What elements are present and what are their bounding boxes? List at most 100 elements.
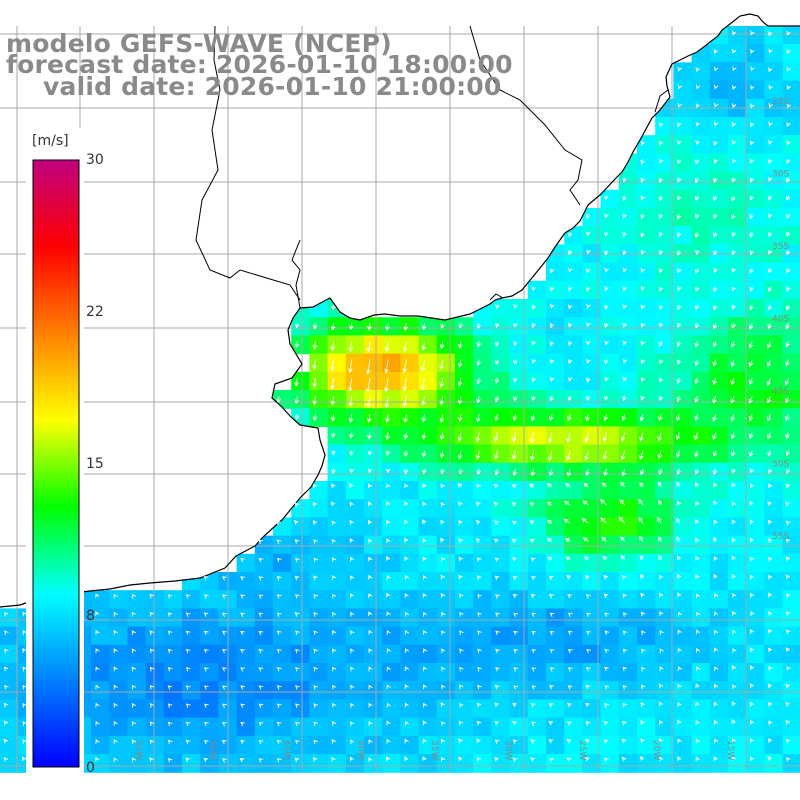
- wind-arrow: [423, 648, 428, 654]
- field-cell: [436, 699, 456, 719]
- wind-arrow: [149, 739, 155, 745]
- field-cell: [673, 390, 693, 409]
- wind-arrow: [622, 213, 627, 219]
- wind-arrow: [95, 648, 100, 654]
- wind-arrow: [640, 377, 646, 383]
- field-cell: [728, 335, 747, 355]
- field-cell: [473, 553, 492, 573]
- field-cell: [782, 390, 800, 409]
- wind-arrow: [582, 500, 589, 506]
- field-cell: [746, 153, 765, 173]
- wind-arrow: [766, 395, 772, 404]
- field-cell: [709, 189, 729, 209]
- field-cell: [746, 590, 765, 609]
- field-cell: [327, 426, 347, 446]
- field-cell: [600, 663, 620, 682]
- field-cell: [236, 754, 256, 773]
- wind-arrow: [531, 323, 536, 329]
- wind-arrow: [785, 611, 791, 616]
- wind-arrow: [494, 395, 500, 403]
- field-cell: [564, 699, 583, 719]
- longitude-label: 40W: [355, 740, 365, 760]
- field-cell: [637, 517, 656, 537]
- field-cell: [637, 717, 656, 737]
- field-cell: [163, 754, 183, 773]
- field-cell: [637, 208, 656, 227]
- wind-arrow: [567, 649, 573, 654]
- field-cell: [728, 535, 747, 555]
- field-cell: [254, 572, 274, 591]
- wind-arrow: [676, 268, 682, 274]
- wind-arrow: [531, 721, 536, 726]
- field-cell: [691, 353, 711, 373]
- field-cell: [236, 699, 256, 719]
- field-cell: [309, 608, 329, 628]
- wind-arrow: [312, 395, 317, 406]
- field-cell: [782, 663, 800, 682]
- wind-arrow: [385, 468, 391, 474]
- field-cell: [91, 735, 110, 755]
- field-cell: [728, 553, 747, 573]
- field-cell: [436, 353, 456, 373]
- field-cell: [673, 135, 693, 154]
- wind-arrow: [185, 721, 191, 727]
- wind-arrow: [331, 666, 337, 672]
- field-cell: [109, 735, 128, 755]
- field-cell: [728, 499, 747, 518]
- field-cell: [709, 171, 729, 191]
- wind-arrow: [565, 483, 571, 488]
- field-cell: [709, 590, 729, 609]
- field-cell: [455, 499, 474, 518]
- wind-arrow: [713, 719, 718, 725]
- wind-arrow: [531, 685, 537, 690]
- wind-arrow: [149, 666, 155, 672]
- wind-arrow: [439, 450, 445, 459]
- wind-arrow: [695, 738, 700, 744]
- wind-arrow: [584, 574, 590, 580]
- wind-arrow: [567, 667, 573, 672]
- wind-arrow: [640, 177, 645, 183]
- field-cell: [327, 699, 347, 719]
- field-cell: [600, 262, 620, 282]
- field-cell: [418, 353, 438, 373]
- field-cell: [728, 44, 747, 63]
- wind-arrow: [677, 66, 682, 72]
- wind-arrow: [638, 516, 644, 524]
- field-cell: [364, 499, 383, 518]
- wind-arrow: [676, 517, 681, 524]
- field-cell: [600, 608, 620, 628]
- wind-arrow: [295, 630, 300, 636]
- field-cell: [782, 280, 800, 300]
- field-cell: [327, 499, 347, 518]
- wind-arrow: [458, 501, 463, 507]
- field-cell: [782, 754, 800, 773]
- field-cell: [364, 462, 383, 482]
- field-cell: [673, 189, 693, 209]
- wind-arrow: [403, 432, 409, 440]
- field-cell: [746, 44, 765, 63]
- wind-arrow: [313, 721, 318, 727]
- field-cell: [327, 681, 347, 700]
- wind-arrow: [564, 537, 571, 543]
- wind-arrow: [458, 341, 463, 349]
- field-cell: [691, 390, 711, 409]
- field-cell: [400, 481, 420, 500]
- wind-arrow: [258, 685, 264, 690]
- wind-arrow: [640, 720, 645, 725]
- wind-arrow: [366, 395, 372, 408]
- field-cell: [418, 663, 438, 682]
- field-cell: [746, 117, 765, 136]
- field-cell: [345, 608, 365, 628]
- field-cell: [291, 390, 310, 409]
- wind-arrow: [95, 666, 100, 672]
- wind-arrow: [658, 554, 663, 561]
- wind-arrow: [548, 468, 554, 477]
- wind-arrow: [785, 683, 790, 689]
- field-cell: [709, 353, 729, 373]
- field-cell: [473, 608, 492, 628]
- field-cell: [655, 663, 674, 682]
- wind-arrow: [458, 556, 463, 562]
- wind-arrow: [458, 684, 464, 690]
- field-cell: [746, 317, 765, 336]
- field-cell: [673, 754, 693, 773]
